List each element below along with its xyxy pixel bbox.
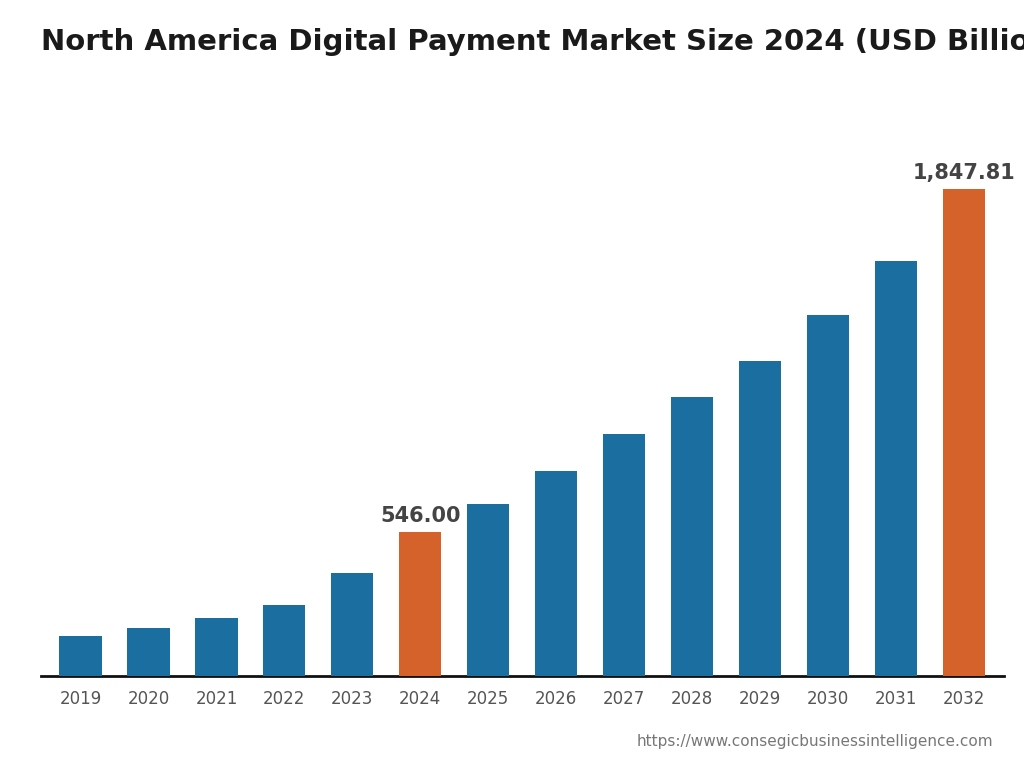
Bar	[943, 190, 985, 676]
Bar	[467, 504, 509, 676]
Bar	[536, 471, 578, 676]
Text: North America Digital Payment Market Size 2024 (USD Billion): North America Digital Payment Market Siz…	[41, 28, 1024, 57]
Bar	[127, 628, 170, 676]
Bar	[603, 434, 645, 676]
Text: 546.00: 546.00	[380, 506, 461, 526]
Bar	[196, 618, 238, 676]
Bar	[332, 573, 374, 676]
Bar	[59, 637, 101, 676]
Text: 1,847.81: 1,847.81	[912, 163, 1016, 183]
Bar	[874, 261, 918, 676]
Bar	[807, 315, 849, 676]
Bar	[739, 361, 781, 676]
Bar	[399, 532, 441, 676]
Bar	[263, 604, 305, 676]
Bar	[671, 397, 713, 676]
Text: https://www.consegicbusinessintelligence.com: https://www.consegicbusinessintelligence…	[637, 733, 993, 749]
